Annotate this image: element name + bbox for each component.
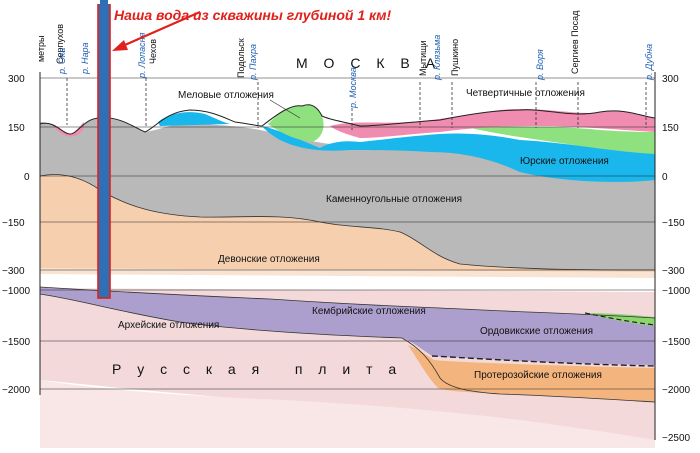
boundary-cambrian-bottom <box>39 293 656 403</box>
boundary-proterozoic-top <box>431 355 656 367</box>
right-tick-label: −150 <box>662 218 685 229</box>
banner-text: Наша вода из скважины глубиной 1 км! <box>114 7 391 23</box>
right-tick-label: −1500 <box>662 337 691 348</box>
left-tick-label: −150 <box>2 218 25 229</box>
city-label-podolsk: Подольск <box>236 38 246 78</box>
label-quaternary: Четвертичные отложения <box>466 88 585 99</box>
river-label-pakhra: р. Пахра <box>248 44 258 81</box>
right-tick-label: 300 <box>662 74 679 85</box>
arrow-shaft <box>117 10 201 50</box>
moscow-label: М О С К В А <box>296 55 441 71</box>
basement-lower-band <box>40 380 655 448</box>
plate-label: Р у с с к а я п л и т а <box>112 361 402 377</box>
cambrian-layer <box>40 287 655 365</box>
river-label-klyazma: р. Клязьма <box>432 35 442 81</box>
left-tick-label: 0 <box>24 172 30 183</box>
devonian-lower-strip <box>40 268 655 278</box>
left-tick-label: 300 <box>8 74 25 85</box>
boundary-cambrian-top <box>39 286 656 319</box>
label-devonian: Девонские отложения <box>218 254 320 265</box>
city-label-mytishchi: Мытищи <box>418 40 428 76</box>
cretaceous-layer <box>268 104 655 154</box>
city-label-sergiev-posad: Сергиев Посад <box>570 10 580 74</box>
left-ticks: 300 150 0 −150 −300 −1000 −1500 −2000 <box>2 74 31 396</box>
city-label-pushkino: Пушкино <box>450 39 460 76</box>
right-tick-label: 150 <box>662 123 679 134</box>
right-tick-label: −2000 <box>662 385 691 396</box>
left-tick-label: −300 <box>2 266 25 277</box>
right-tick-label: −2500 <box>662 433 691 444</box>
label-jurassic: Юрские отложения <box>520 156 609 167</box>
gridlines <box>40 77 655 390</box>
left-tick-label: −1500 <box>2 337 31 348</box>
label-ordovician: Ордовикские отложения <box>480 326 593 337</box>
city-label-serpukhov: Серпухов <box>55 24 65 64</box>
units-label: метры <box>36 36 46 63</box>
left-tick-label: −1000 <box>2 286 31 297</box>
city-label-chekhov: Чехов <box>148 39 158 64</box>
right-tick-label: 0 <box>662 172 668 183</box>
river-label-lopasnya: р. Лопасня <box>137 32 147 79</box>
quaternary-layer <box>52 109 655 138</box>
right-tick-label: −1000 <box>662 286 691 297</box>
devonian-layer <box>40 174 655 274</box>
boundary-ordovician <box>584 312 656 326</box>
label-cambrian: Кембрийские отложения <box>312 305 426 317</box>
right-ticks: 300 150 0 −150 −300 −1000 −1500 −2000 −2… <box>662 74 691 444</box>
label-cretaceous: Меловые отложения <box>178 90 274 101</box>
location-markers <box>66 78 647 130</box>
jurassic-layer <box>158 112 655 182</box>
section-break <box>40 274 655 292</box>
river-label-dubna: р. Дубна <box>644 44 654 81</box>
proterozoic-layer <box>408 345 655 402</box>
left-tick-label: −2000 <box>2 385 31 396</box>
right-tick-label: −300 <box>662 266 685 277</box>
arrow-head <box>112 40 128 51</box>
river-label-oka: р. Ока <box>57 48 67 75</box>
river-label-nara: р. Нара <box>80 42 90 75</box>
left-tick-label: 150 <box>8 123 25 134</box>
river-label-vorya: р. Воря <box>535 49 545 81</box>
well-shaft <box>97 0 111 299</box>
label-proterozoic: Протерозойские отложения <box>474 370 602 381</box>
leader-cretaceous <box>269 99 301 119</box>
well-upper <box>100 0 108 36</box>
label-archean: Архейские отложения <box>118 320 219 331</box>
label-carboniferous: Каменноугольные отложения <box>326 194 462 205</box>
river-label-moskva: р. Москва <box>348 67 358 109</box>
